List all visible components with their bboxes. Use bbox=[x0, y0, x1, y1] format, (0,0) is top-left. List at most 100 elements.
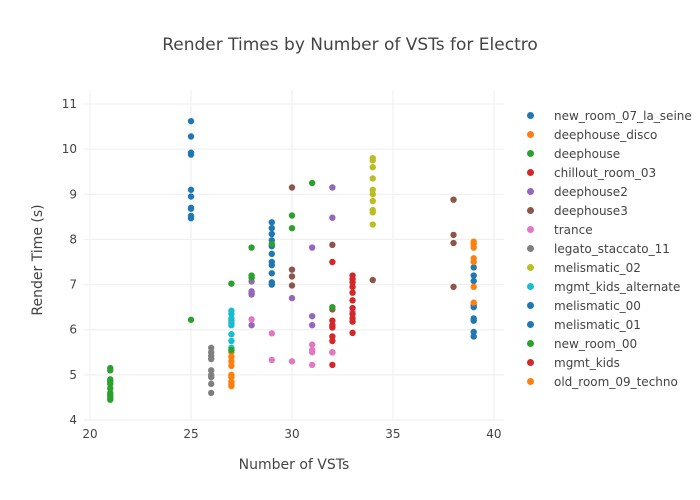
legend-item[interactable]: mgmt_kids bbox=[527, 353, 692, 372]
legend-item[interactable]: deephouse_disco bbox=[527, 125, 692, 144]
data-point-deephouse[interactable] bbox=[107, 396, 114, 403]
legend-item[interactable]: trance bbox=[527, 220, 692, 239]
legend-item[interactable]: melismatic_01 bbox=[527, 315, 692, 334]
data-point-old-room-09-techno[interactable] bbox=[470, 258, 477, 266]
data-point-mgmt-kids-alternate[interactable] bbox=[228, 331, 235, 338]
data-point-trance[interactable] bbox=[308, 361, 316, 369]
data-point-deephouse[interactable] bbox=[107, 380, 114, 388]
data-point-deephouse-disco[interactable] bbox=[228, 353, 235, 360]
data-point-deephouse-disco[interactable] bbox=[228, 358, 235, 365]
data-point-trance[interactable] bbox=[329, 349, 336, 356]
data-point-deephouse2[interactable] bbox=[329, 214, 336, 221]
data-point-melismatic-00[interactable] bbox=[268, 224, 275, 232]
data-point-melismatic-00[interactable] bbox=[268, 281, 275, 288]
data-point-mgmt-kids[interactable] bbox=[349, 283, 356, 291]
legend-item[interactable]: mgmt_kids_alternate bbox=[527, 277, 692, 296]
data-point-deephouse3[interactable] bbox=[369, 276, 376, 284]
data-point-melismatic-02[interactable] bbox=[369, 197, 376, 205]
data-point-melismatic-02[interactable] bbox=[369, 157, 376, 164]
data-point-deephouse[interactable] bbox=[107, 367, 114, 374]
data-point-mgmt-kids[interactable] bbox=[349, 329, 356, 337]
data-point-old-room-09-techno[interactable] bbox=[470, 299, 477, 306]
data-point-legato-staccato-11[interactable] bbox=[208, 367, 215, 374]
legend-item[interactable]: deephouse3 bbox=[527, 201, 692, 220]
legend-item[interactable]: legato_staccato_11 bbox=[527, 239, 692, 258]
legend-item[interactable]: new_room_07_la_seine bbox=[527, 106, 692, 125]
data-point-melismatic-01[interactable] bbox=[470, 303, 477, 311]
data-point-chillout-room-03[interactable] bbox=[329, 317, 336, 324]
data-point-chillout-room-03[interactable] bbox=[329, 258, 336, 266]
data-point-deephouse2[interactable] bbox=[308, 244, 316, 251]
data-point-new-room-07-la-seine[interactable] bbox=[187, 205, 195, 212]
data-point-new-room-00[interactable] bbox=[248, 244, 255, 251]
data-point-new-room-00[interactable] bbox=[268, 240, 275, 248]
data-point-melismatic-00[interactable] bbox=[268, 219, 275, 226]
data-point-deephouse-disco[interactable] bbox=[228, 382, 235, 390]
data-point-legato-staccato-11[interactable] bbox=[208, 380, 215, 388]
data-point-melismatic-00[interactable] bbox=[268, 270, 275, 277]
data-point-new-room-07-la-seine[interactable] bbox=[187, 117, 195, 125]
data-point-old-room-09-techno[interactable] bbox=[470, 283, 477, 291]
legend-item[interactable]: new_room_00 bbox=[527, 334, 692, 353]
data-point-melismatic-02[interactable] bbox=[369, 221, 376, 228]
data-point-deephouse3[interactable] bbox=[450, 283, 457, 291]
data-point-deephouse[interactable] bbox=[107, 385, 114, 392]
legend-item[interactable]: melismatic_00 bbox=[527, 296, 692, 315]
data-point-chillout-room-03[interactable] bbox=[329, 324, 336, 331]
data-point-mgmt-kids[interactable] bbox=[349, 289, 356, 296]
data-point-new-room-00[interactable] bbox=[187, 316, 195, 323]
data-point-mgmt-kids[interactable] bbox=[349, 297, 356, 304]
data-point-deephouse3[interactable] bbox=[450, 239, 457, 247]
data-point-trance[interactable] bbox=[248, 316, 255, 323]
data-point-melismatic-02[interactable] bbox=[369, 209, 376, 216]
data-point-new-room-07-la-seine[interactable] bbox=[187, 186, 195, 193]
data-point-deephouse2[interactable] bbox=[329, 184, 336, 191]
data-point-new-room-00[interactable] bbox=[329, 303, 336, 311]
data-point-trance[interactable] bbox=[308, 349, 316, 356]
data-point-mgmt-kids[interactable] bbox=[349, 304, 356, 312]
data-point-mgmt-kids-alternate[interactable] bbox=[228, 337, 235, 345]
data-point-mgmt-kids[interactable] bbox=[349, 318, 356, 325]
data-point-chillout-room-03[interactable] bbox=[329, 333, 336, 340]
data-point-deephouse2[interactable] bbox=[308, 321, 316, 329]
data-point-deephouse3[interactable] bbox=[288, 282, 296, 289]
data-point-deephouse2[interactable] bbox=[288, 294, 296, 302]
data-point-new-room-00[interactable] bbox=[288, 212, 296, 219]
data-point-deephouse2[interactable] bbox=[248, 321, 255, 329]
data-point-mgmt-kids-alternate[interactable] bbox=[228, 310, 235, 318]
legend-item[interactable]: melismatic_02 bbox=[527, 258, 692, 277]
data-point-deephouse2[interactable] bbox=[248, 291, 255, 298]
legend-item[interactable]: chillout_room_03 bbox=[527, 163, 692, 182]
data-point-legato-staccato-11[interactable] bbox=[208, 373, 215, 381]
data-point-deephouse3[interactable] bbox=[450, 196, 457, 203]
data-point-melismatic-01[interactable] bbox=[470, 328, 477, 336]
data-point-mgmt-kids-alternate[interactable] bbox=[228, 317, 235, 324]
data-point-legato-staccato-11[interactable] bbox=[208, 389, 215, 397]
data-point-trance[interactable] bbox=[268, 356, 275, 364]
data-point-chillout-room-03[interactable] bbox=[329, 361, 336, 369]
data-point-new-room-00[interactable] bbox=[228, 280, 235, 287]
data-point-new-room-00[interactable] bbox=[228, 346, 235, 354]
data-point-deephouse-disco[interactable] bbox=[228, 373, 235, 381]
data-point-trance[interactable] bbox=[268, 330, 275, 337]
data-point-melismatic-02[interactable] bbox=[369, 191, 376, 198]
data-point-melismatic-01[interactable] bbox=[470, 264, 477, 271]
legend-item[interactable]: old_room_09_techno bbox=[527, 372, 692, 391]
data-point-melismatic-02[interactable] bbox=[369, 163, 376, 171]
data-point-chillout-room-03[interactable] bbox=[329, 337, 336, 345]
data-point-new-room-00[interactable] bbox=[248, 274, 255, 281]
data-point-new-room-07-la-seine[interactable] bbox=[187, 151, 195, 158]
data-point-deephouse3[interactable] bbox=[329, 241, 336, 249]
data-point-melismatic-00[interactable] bbox=[268, 261, 275, 269]
data-point-trance[interactable] bbox=[308, 341, 316, 348]
data-point-deephouse-disco[interactable] bbox=[228, 362, 235, 370]
data-point-deephouse2[interactable] bbox=[308, 312, 316, 320]
legend-item[interactable]: deephouse2 bbox=[527, 182, 692, 201]
data-point-old-room-09-techno[interactable] bbox=[470, 244, 477, 251]
data-point-mgmt-kids[interactable] bbox=[349, 310, 356, 318]
data-point-melismatic-01[interactable] bbox=[470, 272, 477, 279]
data-point-melismatic-01[interactable] bbox=[470, 317, 477, 324]
data-point-deephouse3[interactable] bbox=[288, 266, 296, 273]
data-point-deephouse3[interactable] bbox=[288, 184, 296, 191]
